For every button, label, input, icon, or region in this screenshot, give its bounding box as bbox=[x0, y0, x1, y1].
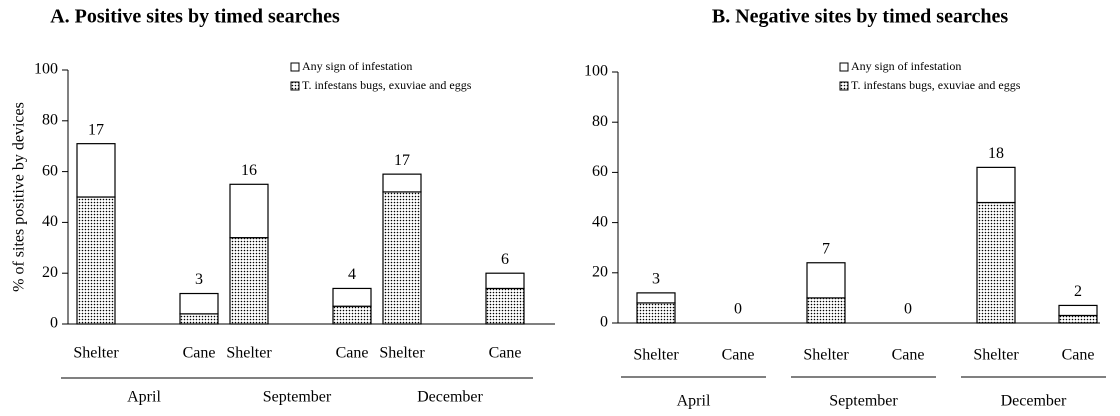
legend-label: Any sign of infestation bbox=[302, 59, 412, 73]
bar-segment bbox=[76, 143, 116, 198]
group-label: April bbox=[127, 389, 161, 406]
count-label: 17 bbox=[88, 121, 104, 138]
y-tick-label: 80 bbox=[42, 111, 58, 128]
y-tick-label: 80 bbox=[592, 113, 608, 130]
legend-label: T. infestans bugs, exuviae and eggs bbox=[302, 78, 472, 92]
count-label: 0 bbox=[734, 301, 742, 318]
group-label: April bbox=[677, 393, 711, 410]
bar-segment bbox=[76, 196, 116, 325]
y-tick-label: 40 bbox=[592, 213, 608, 230]
y-tick-label: 60 bbox=[592, 163, 608, 180]
bar-segment bbox=[332, 287, 372, 307]
y-axis-label: % of sites positive by devices bbox=[11, 102, 28, 292]
count-label: 16 bbox=[241, 162, 257, 179]
y-tick-label: 20 bbox=[42, 264, 58, 281]
bar-segment bbox=[976, 166, 1016, 204]
bar-segment bbox=[806, 262, 846, 299]
bar-segment bbox=[229, 183, 269, 239]
x-tick-label: Cane bbox=[336, 345, 369, 362]
bar-segment bbox=[382, 191, 422, 325]
y-tick-label: 100 bbox=[34, 61, 58, 78]
count-label: 17 bbox=[394, 152, 410, 169]
group-label: December bbox=[1001, 393, 1067, 410]
x-tick-label: Cane bbox=[892, 347, 925, 364]
legend-label: T. infestans bugs, exuviae and eggs bbox=[851, 78, 1021, 92]
x-tick-label: Shelter bbox=[379, 345, 425, 362]
count-label: 0 bbox=[904, 301, 912, 318]
y-tick-label: 60 bbox=[42, 162, 58, 179]
count-label: 18 bbox=[988, 145, 1004, 162]
count-label: 2 bbox=[1074, 283, 1082, 300]
x-tick-label: Shelter bbox=[633, 347, 679, 364]
count-label: 3 bbox=[652, 271, 660, 288]
bar-segment bbox=[976, 201, 1016, 324]
bar-segment bbox=[179, 292, 219, 315]
count-label: 4 bbox=[348, 266, 356, 283]
y-tick-label: 0 bbox=[50, 315, 58, 332]
x-tick-label: Shelter bbox=[973, 347, 1019, 364]
legend-swatch bbox=[290, 62, 300, 72]
y-tick-label: 20 bbox=[592, 263, 608, 280]
group-label: December bbox=[417, 389, 483, 406]
x-tick-label: Cane bbox=[183, 345, 216, 362]
bar-segment bbox=[1058, 314, 1098, 324]
bar-segment bbox=[179, 313, 219, 325]
bar-segment bbox=[1058, 304, 1098, 317]
count-label: 7 bbox=[822, 240, 830, 257]
chart-title: B. Negative sites by timed searches bbox=[712, 6, 1008, 28]
x-tick-label: Cane bbox=[489, 345, 522, 362]
y-tick-label: 40 bbox=[42, 213, 58, 230]
bar-segment bbox=[636, 302, 676, 324]
bar-segment bbox=[382, 173, 422, 193]
x-tick-label: Cane bbox=[1062, 347, 1095, 364]
legend-label: Any sign of infestation bbox=[851, 59, 961, 73]
bar-segment bbox=[636, 292, 676, 304]
bar-segment bbox=[485, 272, 525, 290]
group-label: September bbox=[829, 393, 898, 410]
x-tick-label: Shelter bbox=[803, 347, 849, 364]
bar-segment bbox=[229, 237, 269, 325]
bar-segment bbox=[806, 297, 846, 324]
y-tick-label: 0 bbox=[600, 314, 608, 331]
legend-swatch bbox=[839, 62, 849, 72]
count-label: 6 bbox=[501, 251, 509, 268]
y-tick-label: 100 bbox=[584, 63, 608, 80]
x-tick-label: Cane bbox=[722, 347, 755, 364]
bar-segment bbox=[485, 287, 525, 325]
x-tick-label: Shelter bbox=[73, 345, 119, 362]
group-label: September bbox=[263, 389, 332, 406]
legend-swatch bbox=[290, 81, 300, 91]
count-label: 3 bbox=[195, 271, 203, 288]
legend-swatch bbox=[839, 81, 849, 91]
bar-segment bbox=[332, 305, 372, 325]
x-tick-label: Shelter bbox=[226, 345, 272, 362]
chart-title: A. Positive sites by timed searches bbox=[50, 6, 340, 28]
